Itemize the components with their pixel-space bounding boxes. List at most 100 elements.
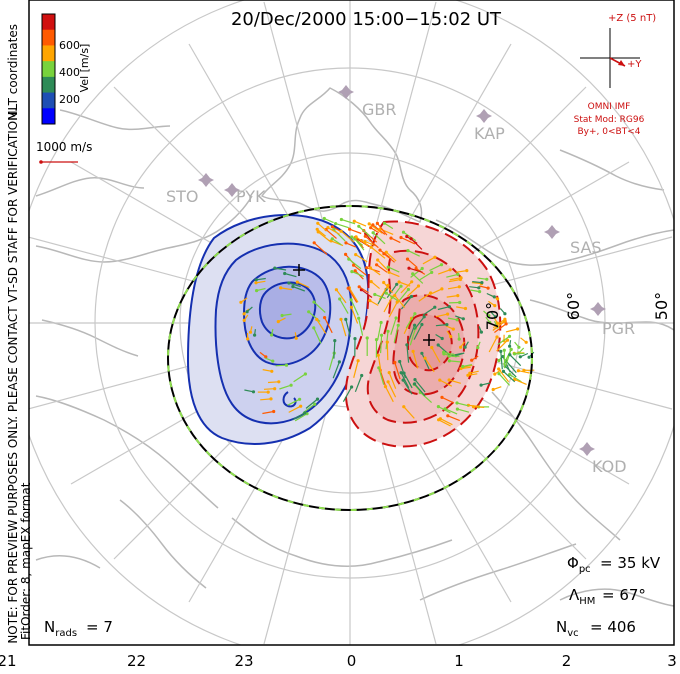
vector-origin bbox=[337, 360, 341, 364]
vector-origin bbox=[449, 335, 453, 339]
svg-text:Nvc: Nvc bbox=[556, 618, 579, 639]
velocity-vector bbox=[370, 246, 386, 259]
velocity-vector bbox=[443, 351, 456, 356]
vector-origin bbox=[429, 291, 433, 295]
vector-origin bbox=[270, 333, 274, 337]
vector-origin bbox=[365, 336, 369, 340]
radar-stations: GBR KAP STO PYK SAS PGR KOD bbox=[166, 85, 635, 476]
vector-origin bbox=[436, 343, 440, 347]
svg-text:Φpc: Φpc bbox=[567, 554, 591, 575]
vector-origin bbox=[405, 343, 409, 347]
velocity-vector bbox=[353, 264, 367, 276]
velocity-vector bbox=[410, 268, 423, 278]
velocity-vector bbox=[327, 227, 340, 235]
vector-origin bbox=[439, 263, 444, 267]
velocity-vector bbox=[333, 340, 336, 359]
vector-origin bbox=[440, 287, 444, 291]
velocity-vector bbox=[350, 306, 359, 324]
vector-origin bbox=[466, 373, 470, 377]
vector-origin bbox=[254, 278, 258, 282]
velocity-vector bbox=[348, 287, 359, 303]
vector-origin bbox=[371, 223, 375, 227]
velocity-vector bbox=[446, 295, 458, 298]
vector-origin bbox=[344, 317, 348, 321]
lat-label-50: 50° bbox=[652, 292, 671, 320]
vector-origin bbox=[478, 290, 482, 294]
nvc-subscript: vc bbox=[567, 628, 578, 639]
vector-origin bbox=[316, 230, 320, 234]
vector-origin bbox=[373, 292, 377, 297]
vector-origin bbox=[380, 333, 384, 337]
station-label-kap: KAP bbox=[474, 124, 505, 143]
vector-origin bbox=[338, 297, 342, 301]
vector-origin bbox=[246, 337, 250, 341]
vector-origin bbox=[287, 281, 291, 285]
vector-origin bbox=[447, 359, 451, 363]
velocity-vector bbox=[444, 408, 458, 415]
vector-origin bbox=[369, 280, 373, 284]
vector-origin bbox=[386, 380, 390, 384]
velocity-vector bbox=[514, 378, 527, 385]
imf-condition: By+, 0<BT<4 bbox=[578, 127, 641, 137]
velocity-vector bbox=[412, 351, 419, 369]
velocity-vector bbox=[488, 336, 498, 353]
vector-origin bbox=[357, 285, 361, 289]
velocity-vector bbox=[345, 319, 351, 337]
vector-origin bbox=[291, 285, 295, 289]
velocity-vector bbox=[267, 381, 279, 384]
vector-origin bbox=[445, 323, 449, 327]
velocity-vector bbox=[447, 415, 461, 422]
velocity-vector bbox=[370, 267, 381, 276]
velocity-vector bbox=[335, 289, 347, 304]
velocity-vector bbox=[438, 419, 451, 427]
velocity-vector bbox=[399, 361, 406, 379]
velocity-vector bbox=[377, 322, 382, 341]
vector-origin bbox=[284, 363, 289, 367]
velocity-vector bbox=[505, 360, 517, 374]
vector-origin bbox=[349, 305, 353, 309]
vector-origin bbox=[516, 369, 521, 373]
vector-origin bbox=[470, 358, 474, 362]
color-step bbox=[42, 76, 55, 94]
velocity-vector bbox=[422, 256, 436, 265]
velocity-vector bbox=[408, 324, 416, 342]
vector-origin bbox=[253, 333, 257, 337]
velocity-vector bbox=[409, 328, 417, 346]
vector-origin bbox=[504, 322, 508, 326]
vector-origin bbox=[315, 397, 320, 401]
vector-origin bbox=[476, 346, 480, 350]
vector-origin bbox=[369, 226, 373, 230]
vector-origin bbox=[508, 344, 512, 348]
velocity-vectors bbox=[239, 216, 535, 427]
vector-origin bbox=[406, 287, 410, 292]
imf-model: Stat Mod: RG96 bbox=[574, 115, 645, 125]
vector-origin bbox=[307, 310, 311, 314]
velocity-vector bbox=[377, 259, 388, 271]
velocity-vector bbox=[354, 220, 367, 227]
vector-origin bbox=[394, 316, 398, 320]
vector-origin bbox=[369, 245, 373, 249]
vector-origin bbox=[276, 320, 280, 324]
vector-origin bbox=[463, 306, 468, 311]
velocity-vector bbox=[364, 241, 377, 247]
reference-vector-label: 1000 m/s bbox=[36, 140, 92, 154]
velocity-vector bbox=[400, 372, 410, 389]
velocity-vector bbox=[324, 317, 333, 334]
plot-frame bbox=[28, 0, 675, 646]
vector-origin bbox=[399, 284, 403, 288]
vector-origin bbox=[242, 318, 246, 322]
velocity-vector bbox=[457, 408, 470, 413]
vector-origin bbox=[517, 345, 521, 349]
vector-origin bbox=[382, 221, 387, 225]
vector-origin bbox=[248, 330, 253, 334]
velocity-vector bbox=[324, 217, 334, 224]
vector-origin bbox=[322, 216, 326, 221]
velocity-vector bbox=[400, 236, 416, 245]
color-step bbox=[42, 29, 55, 46]
velocity-vector bbox=[437, 269, 451, 275]
velocity-vector bbox=[364, 235, 379, 249]
velocity-vector bbox=[421, 353, 430, 370]
vector-origin bbox=[334, 222, 338, 226]
velocity-vector bbox=[390, 237, 401, 244]
vector-origin bbox=[353, 337, 357, 341]
